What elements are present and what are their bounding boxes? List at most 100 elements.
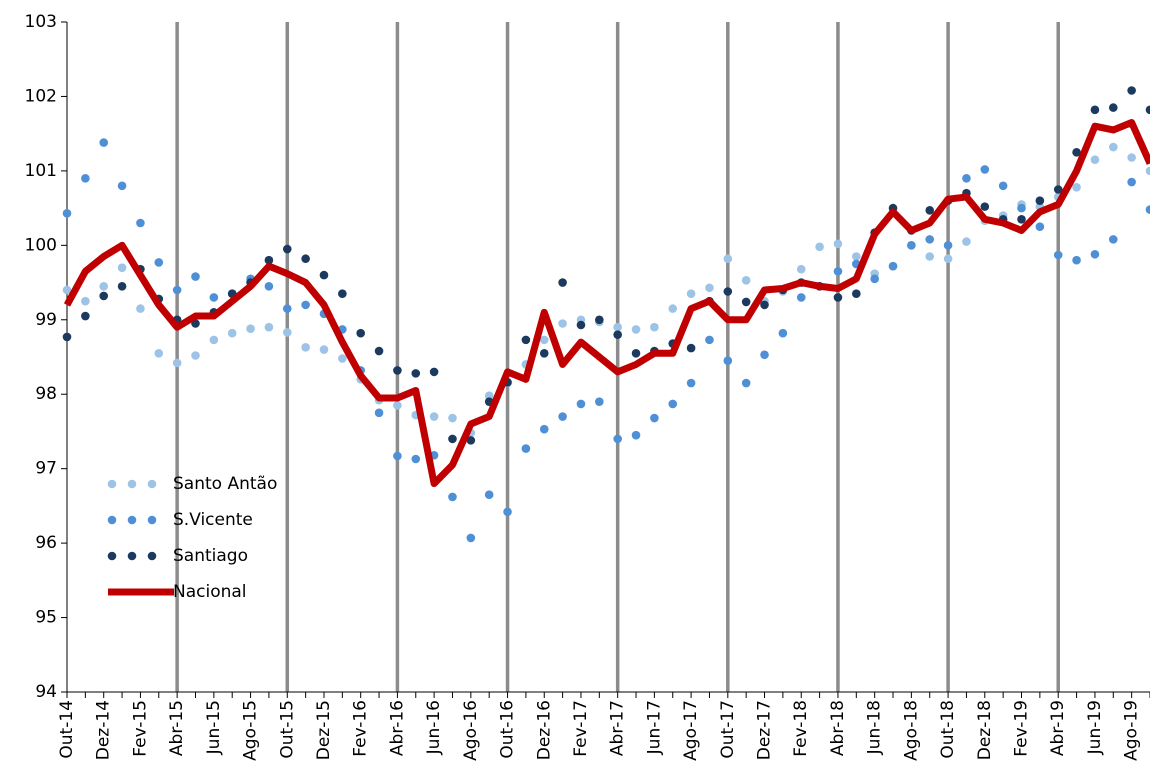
data-point [503, 507, 512, 517]
data-point [264, 322, 274, 332]
data-point [172, 358, 182, 368]
x-tick-label: Jun-17 [644, 700, 664, 755]
data-point [264, 255, 274, 265]
data-point [227, 328, 237, 338]
x-tick-label: Out-17 [718, 700, 738, 759]
data-point [631, 430, 641, 440]
data-point [1035, 196, 1045, 205]
data-point [466, 436, 476, 445]
x-tick-label: Abr-19 [1048, 700, 1068, 756]
data-point [539, 348, 549, 358]
data-point [1072, 182, 1081, 192]
x-tick-label: Fev-19 [1012, 700, 1032, 757]
x-tick-label: Abr-16 [387, 700, 407, 756]
data-point [833, 239, 843, 249]
x-tick-label: Dez-18 [975, 700, 995, 760]
x-tick-label: Fev-15 [130, 700, 150, 757]
data-point [686, 343, 696, 353]
legend-label: S.Vicente [173, 510, 253, 530]
y-tick-label: 94 [35, 682, 57, 702]
data-point [539, 335, 549, 345]
data-point [1053, 185, 1063, 194]
data-point [1072, 255, 1081, 265]
data-point [760, 300, 769, 310]
data-point [576, 399, 586, 409]
data-point [209, 293, 219, 302]
data-point [558, 278, 567, 287]
x-tick-label: Jun-16 [424, 700, 444, 755]
data-point [741, 276, 751, 285]
data-point [796, 264, 806, 274]
legend-marker [107, 479, 117, 489]
data-point [907, 241, 916, 250]
x-tick-label: Jun-18 [865, 700, 885, 755]
y-tick-label: 99 [35, 310, 57, 330]
data-point [1145, 166, 1150, 176]
data-point [833, 293, 843, 302]
data-point [338, 354, 347, 363]
y-tick-label: 103 [25, 12, 57, 32]
data-point [117, 263, 127, 272]
data-point [1017, 214, 1026, 224]
data-point [154, 348, 164, 358]
y-tick-label: 100 [25, 235, 57, 255]
data-point [374, 346, 384, 356]
y-tick-label: 102 [25, 86, 57, 106]
data-point [393, 366, 402, 375]
data-point [1145, 105, 1150, 115]
y-tick-label: 97 [35, 459, 57, 479]
data-point [154, 258, 164, 267]
data-point [191, 272, 200, 281]
data-point [374, 408, 384, 418]
data-point [815, 242, 824, 252]
data-point [741, 378, 751, 388]
legend-marker [147, 479, 157, 489]
data-point [925, 206, 935, 215]
data-point [1127, 86, 1136, 95]
data-point [62, 285, 72, 295]
x-tick-label: Dez-14 [94, 700, 114, 760]
data-point [595, 315, 604, 325]
data-point [1108, 142, 1118, 152]
data-point [81, 296, 90, 306]
data-point [282, 328, 292, 337]
data-point [980, 165, 990, 174]
data-point [796, 293, 806, 302]
data-point [558, 412, 567, 421]
data-point [484, 391, 494, 401]
x-tick-label: Out-15 [277, 700, 297, 759]
legend-marker [107, 551, 117, 561]
data-point [888, 261, 898, 271]
data-point [246, 324, 255, 334]
data-point [301, 254, 310, 264]
y-tick-label: 95 [35, 608, 57, 628]
data-point [1090, 105, 1100, 115]
data-point [833, 267, 843, 276]
data-point [705, 283, 714, 293]
data-point [209, 335, 219, 345]
data-point [521, 335, 531, 345]
data-point [448, 492, 457, 502]
x-tick-label: Ago-19 [1122, 700, 1142, 761]
data-point [980, 202, 990, 211]
x-tick-label: Fev-17 [571, 700, 591, 757]
data-point [448, 413, 457, 423]
y-tick-label: 96 [35, 533, 57, 553]
data-point [1035, 222, 1045, 232]
data-point [393, 401, 402, 410]
legend-marker [147, 551, 157, 561]
data-point [99, 281, 109, 291]
x-tick-label: Dez-17 [755, 700, 775, 760]
x-tick-label: Out-18 [938, 700, 958, 759]
data-point [1127, 153, 1136, 162]
data-point [172, 285, 182, 295]
data-point [870, 274, 879, 284]
data-point [741, 297, 751, 307]
x-tick-label: Abr-18 [828, 700, 848, 756]
data-point [943, 241, 953, 250]
data-point [668, 399, 678, 409]
data-point [723, 287, 733, 296]
x-tick-label: Jun-15 [204, 700, 224, 755]
legend-marker [127, 551, 137, 561]
